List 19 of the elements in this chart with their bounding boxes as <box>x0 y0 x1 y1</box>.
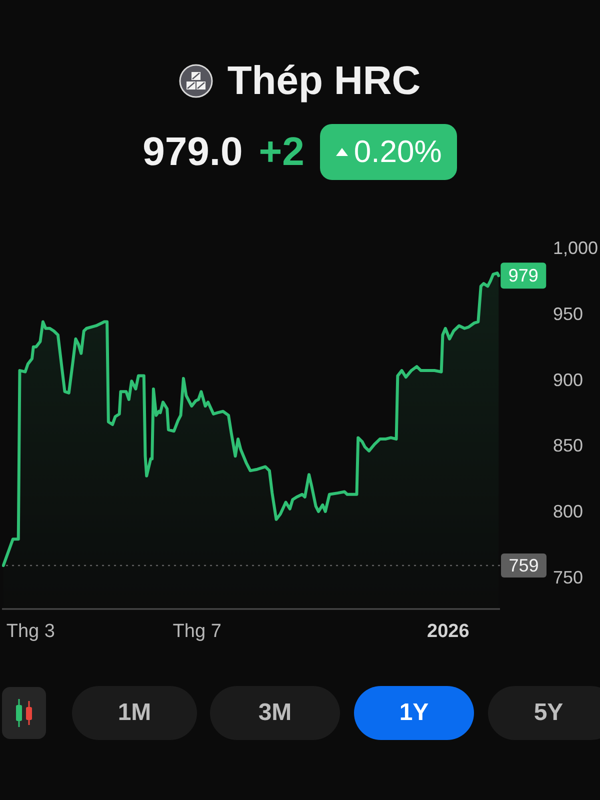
y-tick-label: 950 <box>553 304 584 324</box>
y-tick-label: 850 <box>553 436 584 456</box>
ref-line-label: 759 <box>508 556 539 576</box>
chart-title: Thép HRC <box>227 59 421 103</box>
y-tick-label: 800 <box>553 502 584 522</box>
y-tick-label: 1,000 <box>553 238 598 258</box>
annotation: 979 <box>508 266 538 286</box>
range-button: 3M <box>210 686 340 740</box>
range-button: 5Y <box>488 686 600 740</box>
x-tick-label: Thg 7 <box>172 621 222 642</box>
y-tick-label: 900 <box>553 370 584 390</box>
range-button: 1Y <box>354 686 474 740</box>
x-tick-label: Thg 3 <box>6 621 55 642</box>
y-tick-label: 750 <box>553 567 584 588</box>
text: 979.0 <box>142 130 243 174</box>
x-tick-label: 2026 <box>427 621 470 642</box>
text: +2 <box>258 130 304 174</box>
change-pill: 0.20% <box>320 124 458 180</box>
range-button: 1M <box>72 686 197 740</box>
